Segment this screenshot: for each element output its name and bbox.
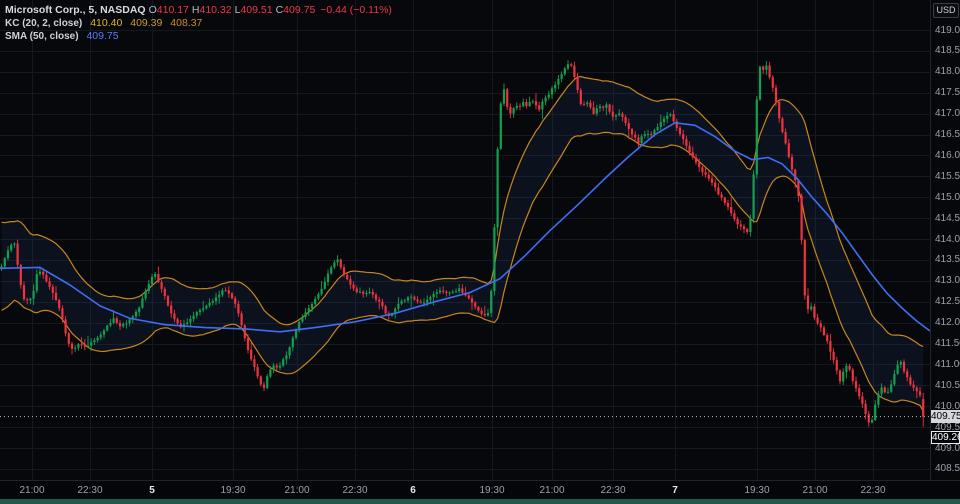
price-tick-label: 409.50: [935, 421, 960, 433]
price-tick-label: 417.50: [935, 87, 960, 99]
low-label: L: [234, 4, 241, 16]
window-edge: [0, 499, 960, 504]
time-axis[interactable]: 21:00 22:30 5 19:30 21:00 22:30 6 19:30 21:00 22:…: [0, 480, 960, 499]
price-tick-label: 413.00: [935, 275, 960, 287]
open-value: 410.17: [156, 4, 189, 16]
change-value: −0.44 (−0.11%): [320, 4, 392, 16]
last-price-label: 409.75: [931, 410, 960, 424]
kc-upper-value: 410.40: [90, 17, 123, 29]
price-tick-label: 414.00: [935, 233, 960, 245]
price-tick-label: 411.00: [935, 358, 960, 370]
sma-legend-row[interactable]: SMA (50, close) 409.75: [5, 30, 392, 43]
price-tick-label: 410.50: [935, 379, 960, 391]
time-tick-label: 21:00: [539, 485, 565, 496]
price-chart[interactable]: Microsoft Corp., 5, NASDAQ O410.17 H410.32…: [0, 0, 930, 480]
sma-title: SMA (50, close): [5, 31, 79, 42]
price-tick-label: 410.00: [935, 400, 960, 412]
high-label: H: [191, 4, 200, 16]
price-tick-label: 416.00: [935, 149, 960, 161]
currency-button[interactable]: USD: [933, 3, 959, 18]
time-tick-label: 19:30: [744, 485, 770, 496]
time-tick-label: 19:30: [479, 485, 505, 496]
price-tick-label: 408.50: [935, 463, 960, 475]
symbol-legend-row[interactable]: Microsoft Corp., 5, NASDAQ O410.17 H410.32…: [5, 4, 392, 17]
high-value: 410.32: [199, 4, 232, 16]
kc-basis-value: 409.39: [130, 17, 163, 29]
day-tick-label: 6: [410, 485, 416, 496]
price-tick-label: 412.00: [935, 317, 960, 329]
kc-lower-value: 408.37: [170, 17, 203, 29]
kc-legend-row[interactable]: KC (20, 2, close) 410.40 409.39 408.37: [5, 17, 392, 30]
time-tick-label: 21:00: [284, 485, 310, 496]
price-tick-label: 417.00: [935, 108, 960, 120]
time-tick-label: 22:30: [77, 485, 103, 496]
price-tick-label: 418.00: [935, 66, 960, 78]
time-tick-label: 22:30: [860, 485, 886, 496]
price-tick-label: 418.50: [935, 45, 960, 57]
price-axis[interactable]: USD 409.75 409.26 419.00 418.50 418.00 417.…: [930, 0, 960, 480]
low-value: 409.51: [240, 4, 273, 16]
kc-title: KC (20, 2, close): [5, 18, 83, 29]
sma-value: 409.75: [86, 30, 119, 42]
price-tick-label: 411.50: [935, 338, 960, 349]
price-tick-label: 412.50: [935, 296, 960, 308]
close-label: C: [275, 4, 284, 16]
open-label: O: [148, 4, 157, 16]
secondary-price-label: 409.26: [931, 430, 960, 444]
price-tick-label: 414.50: [935, 212, 960, 224]
time-tick-label: 19:30: [220, 485, 246, 496]
time-tick-label: 21:00: [19, 485, 45, 496]
day-tick-label: 7: [672, 485, 678, 496]
price-tick-label: 409.00: [935, 442, 960, 454]
time-tick-label: 21:00: [802, 485, 828, 496]
day-tick-label: 5: [149, 485, 155, 496]
price-tick-label: 416.50: [935, 129, 960, 140]
time-tick-label: 22:30: [600, 485, 626, 496]
price-tick-label: 415.00: [935, 191, 960, 203]
candlestick-canvas[interactable]: [0, 0, 930, 480]
close-value: 409.75: [283, 4, 316, 16]
time-tick-label: 22:30: [342, 485, 368, 496]
price-tick-label: 419.00: [935, 24, 960, 36]
chart-legend: Microsoft Corp., 5, NASDAQ O410.17 H410.32…: [5, 4, 392, 43]
price-tick-label: 415.50: [935, 170, 960, 182]
symbol-title: Microsoft Corp., 5, NASDAQ: [5, 4, 146, 16]
price-tick-label: 413.50: [935, 254, 960, 266]
